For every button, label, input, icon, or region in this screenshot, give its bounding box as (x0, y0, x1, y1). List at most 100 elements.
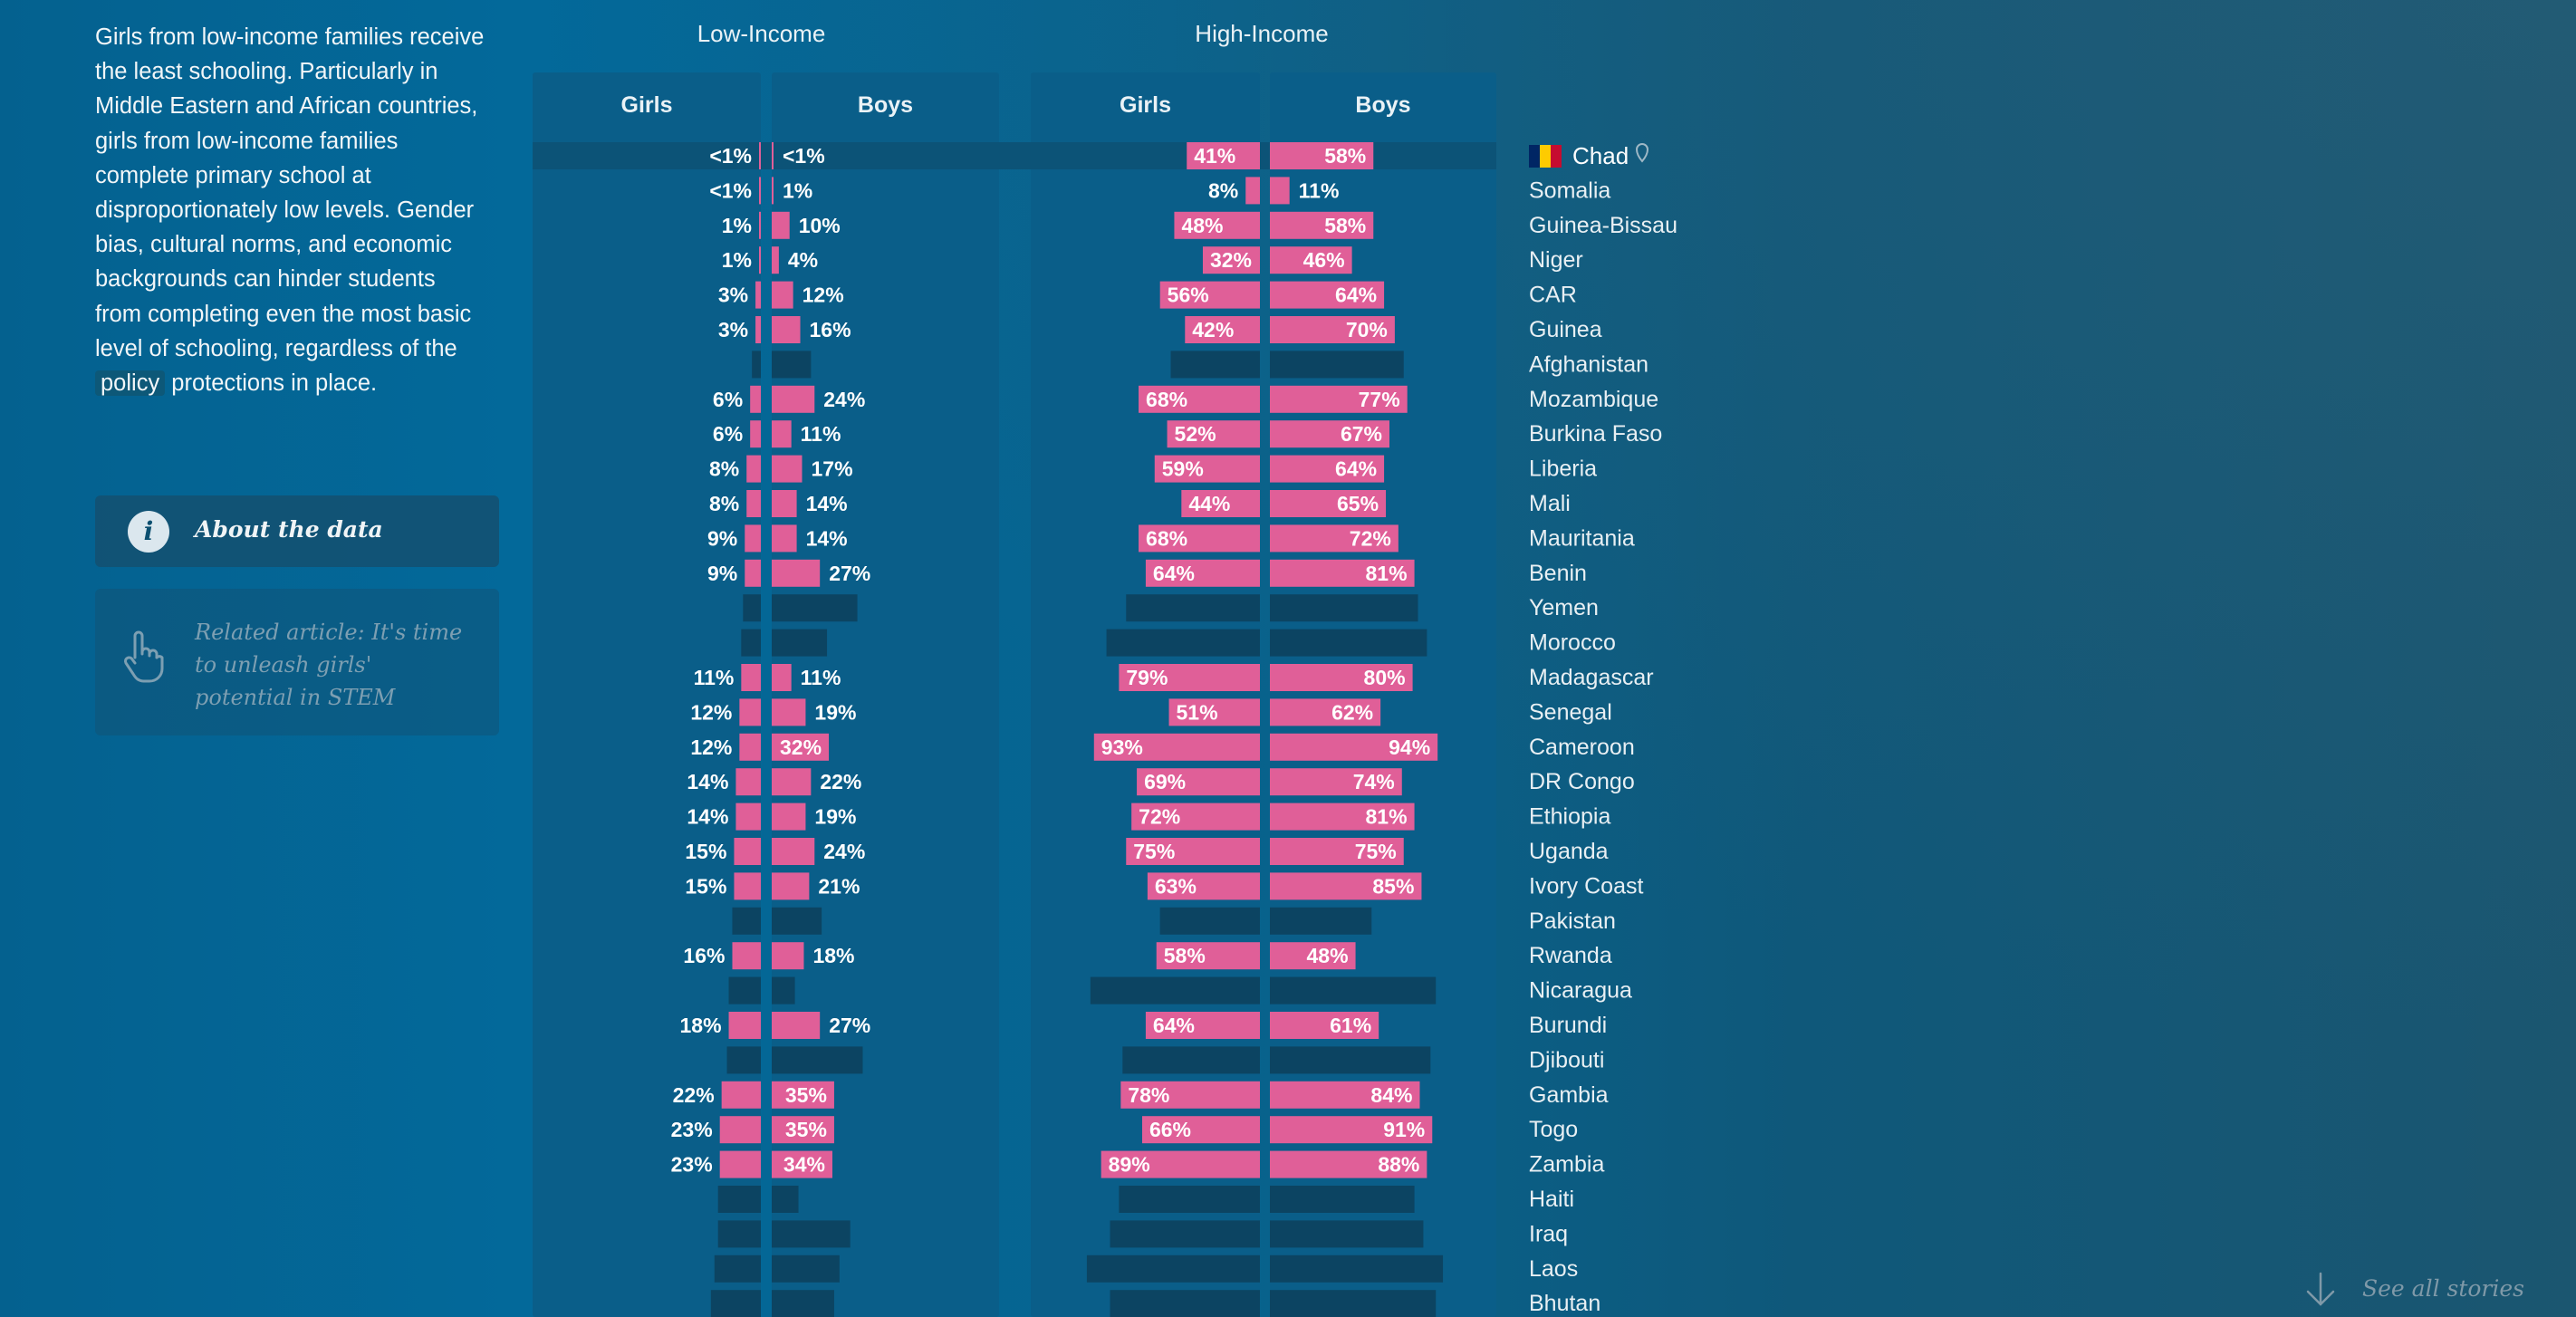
value-label: 10% (799, 214, 841, 237)
bar (772, 455, 803, 483)
panel-lowG (533, 72, 761, 1317)
value-label: 46% (1303, 248, 1345, 272)
country-label: Bhutan (1529, 1291, 1600, 1316)
see-all-stories-link[interactable]: See all stories (2301, 1270, 2524, 1314)
value-label: 41% (1194, 144, 1235, 168)
country-label: Niger (1529, 247, 1583, 273)
value-label: 11% (1299, 178, 1340, 202)
group-title: High-Income (1195, 20, 1328, 47)
value-label: 6% (713, 388, 743, 411)
bar (1270, 316, 1395, 343)
bar-missing (1110, 1220, 1260, 1248)
info-icon: i (128, 511, 169, 553)
bar (1174, 211, 1260, 239)
country-label: Haiti (1529, 1187, 1574, 1212)
bar-missing (743, 594, 761, 622)
bar (1202, 246, 1260, 274)
value-label: 81% (1366, 805, 1408, 829)
bar (1119, 664, 1260, 691)
value-label: 16% (810, 318, 851, 341)
bar-missing (1170, 351, 1260, 379)
bar (1168, 698, 1260, 726)
bar-missing (728, 976, 761, 1005)
location-pin-icon (1635, 143, 1649, 163)
bar-missing (1270, 351, 1404, 379)
bar (746, 490, 761, 517)
bar-missing (1086, 1255, 1260, 1283)
bar (772, 490, 797, 517)
value-label: 18% (679, 1014, 721, 1037)
bar (1270, 838, 1404, 865)
bar-missing (717, 1220, 761, 1248)
country-label: Guinea (1529, 317, 1602, 342)
bar (772, 803, 806, 831)
value-label: 42% (1192, 318, 1234, 341)
bar (772, 768, 812, 796)
bar-missing (1270, 1290, 1437, 1317)
value-label: 68% (1146, 388, 1187, 411)
bar (1093, 733, 1260, 761)
value-label: 32% (780, 735, 822, 759)
about-data-button[interactable]: i About the data (95, 495, 499, 567)
value-label: 35% (785, 1083, 827, 1107)
value-label: 1% (722, 248, 752, 272)
bar (1139, 385, 1260, 413)
value-label: 22% (673, 1083, 715, 1107)
bar-missing (741, 629, 761, 657)
value-label: 19% (814, 700, 856, 724)
value-label: 44% (1188, 492, 1230, 515)
bar (1270, 872, 1422, 900)
bar (1270, 385, 1408, 413)
bar (1187, 142, 1260, 169)
country-label: Benin (1529, 561, 1587, 586)
value-label: 34% (783, 1153, 825, 1177)
bar (1185, 316, 1260, 343)
bar (732, 942, 761, 970)
bar-missing (732, 907, 761, 935)
country-label: Somalia (1529, 178, 1610, 203)
policy-link[interactable]: policy (95, 370, 166, 397)
value-label: 11% (694, 666, 735, 689)
bar (721, 1081, 761, 1109)
bar-missing (1270, 907, 1372, 935)
bar-missing (1159, 907, 1260, 935)
value-label: 58% (1164, 944, 1206, 967)
bar (759, 142, 761, 169)
country-label: Mauritania (1529, 525, 1635, 551)
bar-missing (772, 1255, 840, 1283)
bar (1270, 803, 1415, 831)
related-article-link[interactable]: Related article: It's time to unleash gi… (95, 589, 499, 735)
bar (1270, 1116, 1433, 1144)
see-all-stories-label: See all stories (2362, 1275, 2525, 1302)
value-label: 1% (783, 178, 812, 202)
country-label: Laos (1529, 1256, 1578, 1282)
country-label: Djibouti (1529, 1047, 1604, 1072)
bar (1270, 559, 1415, 587)
value-label: 21% (818, 874, 860, 898)
value-label: 27% (829, 1014, 870, 1037)
bar (1270, 1012, 1379, 1039)
country-label: DR Congo (1529, 769, 1635, 794)
country-label: Nicaragua (1529, 978, 1632, 1004)
bar (1156, 942, 1260, 970)
bar (772, 1012, 821, 1039)
bar (772, 316, 801, 343)
bar (1270, 246, 1352, 274)
bar (772, 559, 821, 587)
value-label: 64% (1335, 284, 1377, 307)
country-label: Iraq (1529, 1221, 1568, 1246)
bar (1147, 872, 1260, 900)
value-label: 17% (811, 457, 852, 481)
value-label: 11% (801, 666, 841, 689)
country-label: Burkina Faso (1529, 421, 1662, 447)
pointing-hand-icon (122, 629, 164, 689)
bar (745, 559, 761, 587)
bar (746, 455, 761, 483)
value-label: 8% (1208, 178, 1238, 202)
bar (1145, 559, 1260, 587)
value-label: 61% (1330, 1014, 1371, 1037)
value-label: 14% (806, 492, 848, 515)
intro-body: Girls from low-income families receive t… (95, 24, 485, 361)
bar-missing (772, 629, 828, 657)
bar (755, 281, 761, 309)
